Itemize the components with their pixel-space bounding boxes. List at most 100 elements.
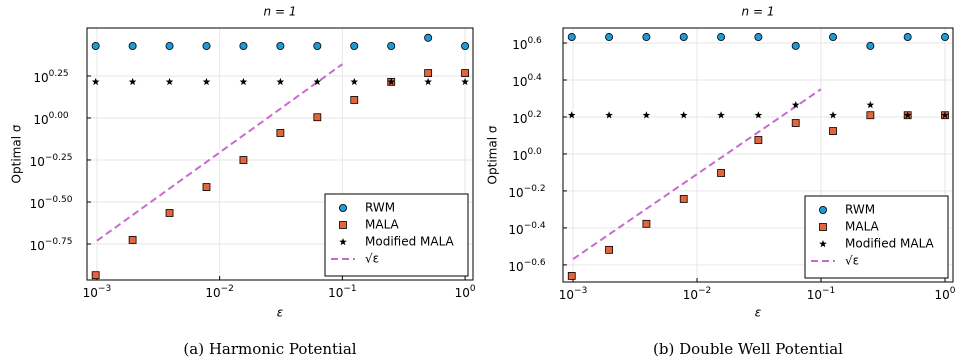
point bbox=[202, 42, 211, 51]
y-tick-label: 10−0.50 bbox=[30, 194, 73, 210]
point bbox=[165, 42, 174, 51]
legend-box bbox=[324, 193, 469, 277]
point bbox=[791, 119, 800, 127]
point bbox=[829, 127, 837, 135]
y-axis-label: Optimal σ bbox=[10, 124, 24, 183]
x-axis-label: ε bbox=[277, 306, 284, 320]
point bbox=[350, 77, 359, 86]
point bbox=[350, 42, 359, 51]
point bbox=[754, 111, 763, 119]
y-tick-label: 100.0 bbox=[512, 146, 542, 162]
point bbox=[91, 42, 100, 51]
y-tick-base: 10 bbox=[512, 74, 527, 88]
y-tick-exponent: 0.0 bbox=[527, 146, 542, 156]
y-tick-exponent: −0.4 bbox=[524, 220, 546, 230]
point bbox=[605, 33, 614, 42]
y-tick-base: 10 bbox=[508, 222, 523, 236]
x-tick-label: 10−2 bbox=[683, 286, 712, 302]
x-axis-label: ε bbox=[755, 306, 762, 320]
y-tick-exponent: −0.6 bbox=[524, 257, 546, 267]
x-tick-exponent: −2 bbox=[698, 286, 711, 296]
y-tick-exponent: 0.2 bbox=[527, 109, 541, 119]
point bbox=[202, 183, 211, 191]
x-tick-exponent: −3 bbox=[574, 286, 587, 296]
point bbox=[313, 113, 322, 122]
x-tick-label: 10−1 bbox=[328, 284, 357, 300]
y-tick-exponent: −0.50 bbox=[45, 194, 73, 204]
point bbox=[679, 111, 688, 119]
legend-swatch bbox=[819, 205, 828, 214]
point bbox=[866, 101, 875, 109]
y-tick-label: 100.6 bbox=[512, 36, 542, 52]
x-tick-base: 10 bbox=[455, 286, 470, 300]
point bbox=[313, 42, 322, 51]
legend-label: RWM bbox=[845, 203, 875, 217]
point bbox=[276, 77, 285, 86]
x-tick-label: 100 bbox=[934, 286, 955, 302]
reference-line bbox=[572, 88, 822, 260]
y-tick-exponent: 0.6 bbox=[527, 36, 542, 46]
legend-label: MALA bbox=[365, 218, 400, 232]
point bbox=[941, 33, 950, 42]
x-tick-exponent: −3 bbox=[98, 284, 111, 294]
legend-swatch bbox=[819, 240, 827, 248]
point bbox=[276, 42, 285, 51]
point bbox=[276, 129, 285, 137]
legend-swatch bbox=[819, 223, 827, 231]
point bbox=[717, 33, 726, 42]
y-tick-exponent: 0.4 bbox=[527, 72, 542, 82]
x-tick-base: 10 bbox=[83, 286, 98, 300]
point bbox=[754, 136, 763, 144]
y-tick-base: 10 bbox=[30, 154, 45, 168]
legend-label: MALA bbox=[845, 220, 880, 234]
y-tick-label: 10−0.6 bbox=[508, 257, 545, 273]
point bbox=[605, 245, 613, 254]
x-tick-base: 10 bbox=[559, 288, 574, 302]
y-tick-base: 10 bbox=[33, 112, 48, 126]
x-tick-exponent: −2 bbox=[221, 284, 234, 294]
y-tick-label: 10−0.2 bbox=[508, 183, 545, 199]
point bbox=[424, 69, 433, 77]
y-tick-base: 10 bbox=[512, 111, 527, 125]
chart-title: n = 1 bbox=[742, 5, 775, 19]
point bbox=[91, 271, 100, 280]
y-tick-base: 10 bbox=[512, 38, 527, 52]
x-tick-base: 10 bbox=[683, 288, 698, 302]
plot-frame bbox=[562, 27, 954, 283]
point bbox=[350, 96, 359, 104]
y-tick-exponent: 0.00 bbox=[49, 110, 69, 120]
point bbox=[461, 77, 469, 86]
point bbox=[679, 33, 688, 42]
y-tick-base: 10 bbox=[508, 185, 523, 199]
reference-line bbox=[96, 63, 343, 242]
point bbox=[567, 272, 576, 280]
x-tick-exponent: 0 bbox=[470, 284, 476, 294]
legend-label: Modified MALA bbox=[365, 235, 455, 249]
legend-label: √ε bbox=[365, 252, 379, 266]
chart-title: n = 1 bbox=[264, 5, 297, 19]
y-tick-label: 100.25 bbox=[33, 68, 68, 84]
point bbox=[941, 111, 949, 119]
plot-frame bbox=[86, 27, 474, 281]
point bbox=[754, 33, 763, 42]
point bbox=[567, 33, 576, 42]
y-axis-label: Optimal σ bbox=[486, 125, 500, 184]
point bbox=[829, 111, 837, 119]
y-tick-label: 100.2 bbox=[512, 109, 542, 125]
x-tick-label: 100 bbox=[455, 284, 476, 300]
point bbox=[717, 111, 725, 119]
y-tick-label: 100.00 bbox=[33, 110, 69, 126]
y-tick-exponent: −0.75 bbox=[45, 237, 73, 247]
point bbox=[642, 33, 651, 42]
point bbox=[461, 42, 470, 51]
point bbox=[903, 33, 912, 42]
y-tick-base: 10 bbox=[508, 259, 523, 273]
x-tick-base: 10 bbox=[328, 286, 343, 300]
y-tick-exponent: −0.2 bbox=[524, 183, 546, 193]
legend-swatch bbox=[339, 221, 347, 229]
point bbox=[791, 101, 800, 109]
x-tick-base: 10 bbox=[205, 286, 220, 300]
point bbox=[903, 111, 912, 119]
chart: n = 110−3 10−2 10−1 10010−0.7510−0.5010−0.2… bbox=[10, 5, 476, 359]
